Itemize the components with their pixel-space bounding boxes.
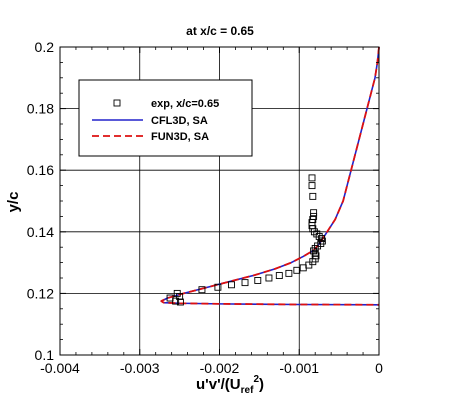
x-tick-label: -0.002 (200, 360, 240, 376)
x-tick-label: -0.001 (279, 360, 319, 376)
y-tick-label: 0.12 (27, 285, 54, 301)
exp-data-point (318, 235, 326, 243)
exp-data-point (265, 274, 273, 282)
exp-data-point (310, 247, 318, 255)
ticks: -0.004 -0.003 -0.002 -0.001 0 0.1 0.12 0.14 0.16… (27, 39, 383, 376)
legend: exp, x/c=0.65 CFL3D, SA FUN3D, SA (78, 79, 253, 157)
legend-label-fun3d: FUN3D, SA (151, 131, 209, 143)
legend-label-cfl3d: CFL3D, SA (151, 115, 208, 127)
series-layer (160, 46, 380, 306)
exp-data-point (275, 272, 283, 279)
x-tick-label: 0 (375, 360, 383, 376)
exp-data-point (308, 174, 316, 182)
exp-data-point (310, 209, 318, 217)
x-axis-title-sub: ref (241, 385, 254, 396)
series-line-fun3d-sa (160, 46, 380, 306)
exp-data-point (173, 289, 181, 297)
x-axis-title-main: u'v'/(U (196, 376, 241, 393)
exp-data-point (311, 249, 319, 257)
exp-data-point (313, 230, 321, 238)
exp-data-point (241, 279, 249, 287)
legend-box (78, 79, 253, 157)
exp-data-point (308, 182, 316, 190)
exp-data-point (310, 212, 318, 220)
legend-marker-exp (113, 99, 121, 107)
exp-data-point (172, 297, 180, 305)
exp-data-point (309, 192, 317, 200)
y-tick-label: 0.14 (27, 224, 54, 240)
exp-data-point (285, 269, 293, 277)
x-axis-title-sup: 2 (253, 374, 259, 385)
x-axis-title: u'v'/(Uref2) (196, 374, 264, 396)
y-tick-label: 0.16 (27, 162, 54, 178)
exp-data-point (176, 298, 184, 306)
exp-data-point (254, 277, 262, 284)
y-tick-label: 0.18 (27, 101, 54, 117)
exp-data-point (312, 252, 320, 260)
exp-data-point (317, 240, 325, 247)
y-axis-title: y/c (5, 192, 22, 213)
y-tick-label: 0.2 (35, 39, 55, 55)
y-tick-label: 0.1 (35, 347, 55, 363)
x-tick-label: -0.003 (120, 360, 160, 376)
exp-data-point (311, 244, 319, 252)
chart-title: at x/c = 0.65 (186, 24, 254, 38)
exp-data-point (228, 281, 235, 289)
legend-label-exp: exp, x/c=0.65 (151, 98, 219, 110)
exp-data-point (315, 232, 323, 240)
x-axis-title-close: ) (259, 376, 264, 393)
x-tick-label: -0.004 (40, 360, 80, 376)
exp-data-point (214, 283, 222, 291)
exp-data-point (198, 286, 206, 294)
